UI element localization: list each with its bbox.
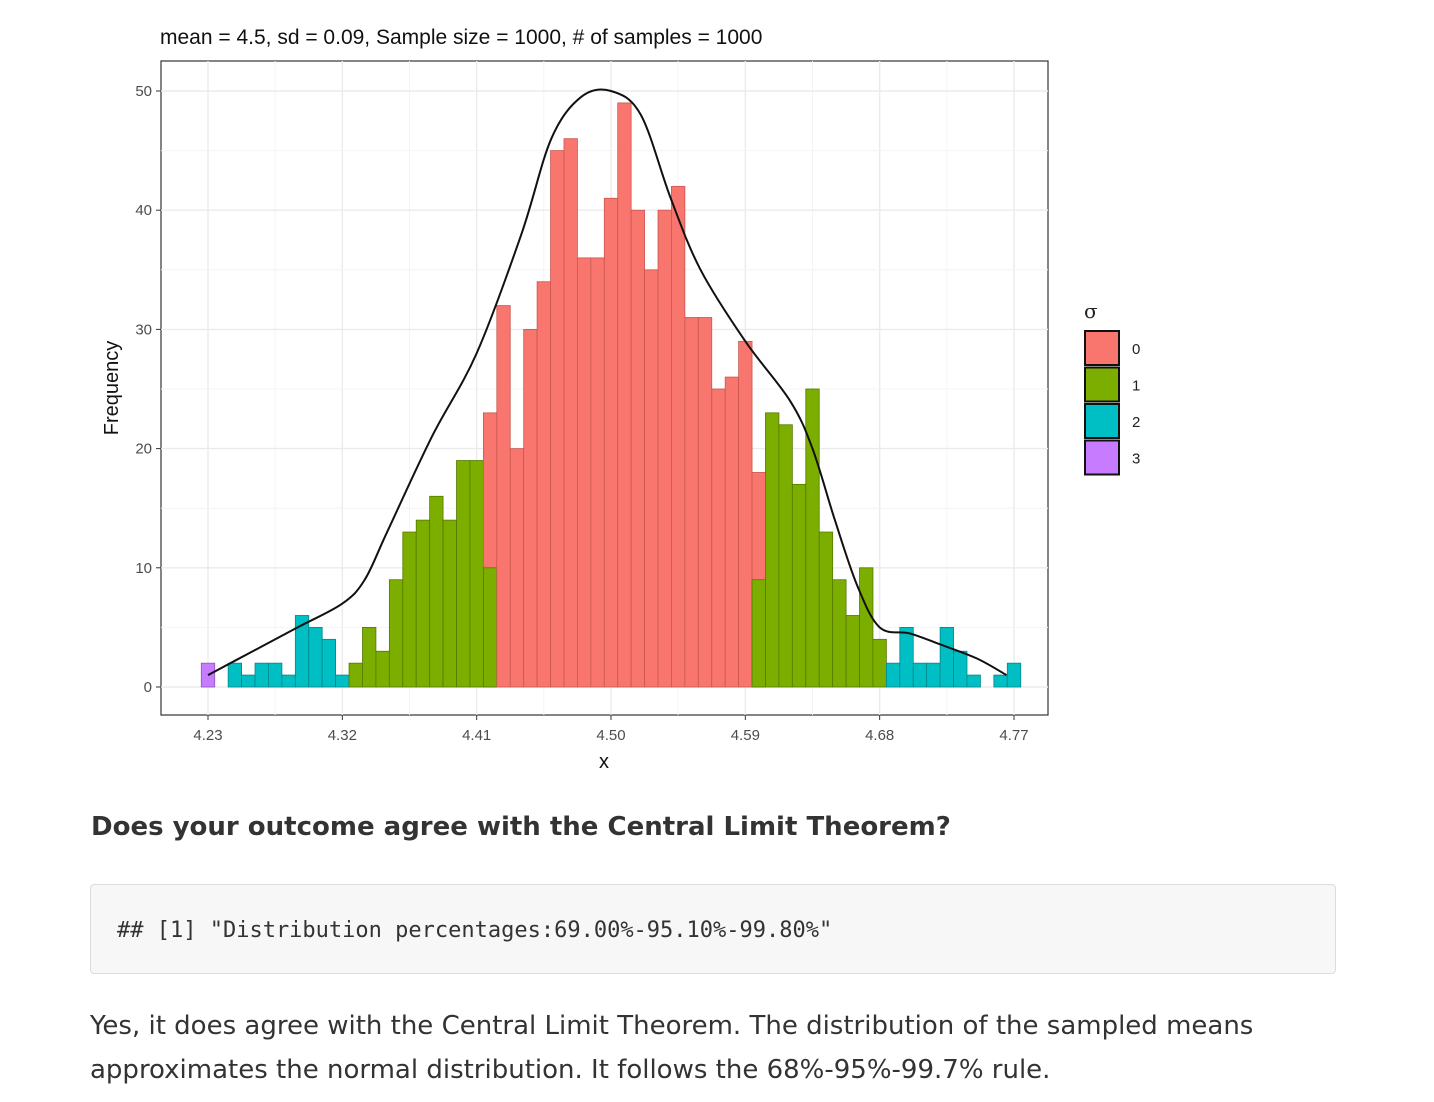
histogram-bar [953, 650, 968, 688]
y-tick-label: 20 [135, 441, 152, 458]
histogram-bar [939, 627, 954, 688]
y-tick-label: 0 [144, 679, 152, 696]
histogram-bars [200, 102, 1022, 688]
histogram-bar [885, 662, 901, 688]
histogram-bar [791, 483, 807, 688]
x-tick-label: 4.50 [596, 727, 625, 744]
histogram-bar [724, 376, 740, 688]
x-tick-label: 4.68 [865, 727, 894, 744]
histogram-bar [442, 519, 457, 688]
chart-title: mean = 4.5, sd = 0.09, Sample size = 100… [160, 26, 762, 49]
histogram-bar [872, 638, 887, 688]
histogram-bar [523, 328, 538, 688]
histogram-bar [429, 495, 444, 688]
histogram-bar [644, 269, 659, 688]
histogram-bar [912, 662, 928, 688]
histogram-bar [536, 281, 551, 688]
y-axis-title: Frequency [101, 341, 123, 436]
x-tick-label: 4.32 [328, 727, 357, 744]
histogram-bar [335, 674, 350, 688]
legend-label: 3 [1132, 451, 1140, 468]
histogram-bar [899, 627, 914, 688]
x-tick-label: 4.41 [462, 727, 491, 744]
histogram-bar [469, 460, 484, 688]
histogram-bar [603, 197, 619, 688]
histogram-bar [577, 257, 592, 688]
legend-label: 0 [1132, 341, 1140, 358]
histogram-bar [362, 627, 377, 688]
histogram-bar [550, 150, 565, 688]
histogram-bar [456, 460, 471, 688]
histogram-bar [765, 412, 780, 688]
histogram-bar [832, 579, 847, 688]
legend-label: 2 [1132, 414, 1140, 431]
histogram-bar [671, 185, 686, 688]
histogram-bar [590, 257, 605, 688]
histogram-chart: mean = 4.5, sd = 0.09, Sample size = 100… [101, 26, 1140, 773]
histogram-bar [818, 531, 834, 688]
histogram-bar [563, 138, 578, 688]
histogram-bar [711, 388, 726, 688]
x-tick-label: 4.23 [193, 727, 222, 744]
x-tick-label: 4.59 [731, 727, 760, 744]
histogram-bar [388, 579, 404, 688]
histogram-bar [321, 638, 337, 688]
y-tick-label: 50 [135, 83, 152, 100]
histogram-bar [845, 615, 860, 688]
histogram-bar [268, 662, 283, 688]
histogram-bar [402, 531, 417, 688]
histogram-bar [926, 662, 941, 688]
histogram-bar [281, 674, 296, 688]
histogram-bar [684, 317, 699, 688]
histogram-bar [1006, 662, 1022, 688]
histogram-bar [254, 662, 269, 688]
y-tick-label: 40 [135, 202, 152, 219]
y-tick-label: 10 [135, 560, 152, 577]
code-output-text: ## [1] "Distribution percentages:69.00%-… [117, 918, 833, 943]
histogram-bar-overlap [482, 567, 498, 688]
histogram-bar [241, 674, 256, 688]
histogram-bar [348, 662, 363, 688]
x-tick-label: 4.77 [999, 727, 1028, 744]
histogram-bar [778, 424, 793, 688]
y-tick-label: 30 [135, 321, 152, 338]
question-heading: Does your outcome agree with the Central… [91, 812, 951, 842]
legend-swatch [1084, 330, 1120, 366]
legend-swatch [1084, 439, 1120, 476]
histogram-bar [859, 567, 874, 688]
histogram-bar [294, 615, 310, 688]
histogram-bar [496, 305, 511, 688]
code-output-block: ## [1] "Distribution percentages:69.00%-… [90, 884, 1336, 974]
x-axis-ticks: 4.23 4.32 4.41 4.50 4.59 4.68 4.77 [193, 715, 1029, 744]
legend-label: 1 [1132, 378, 1140, 395]
histogram-bar [657, 209, 672, 688]
histogram-bar-overlap [751, 579, 766, 688]
histogram-bar [738, 340, 753, 688]
histogram-bar [993, 674, 1008, 688]
histogram-bar [415, 519, 431, 688]
histogram-bar [630, 209, 645, 688]
legend-title: σ [1084, 299, 1098, 323]
histogram-bar [509, 448, 525, 688]
y-axis-ticks: 0 10 20 30 40 50 [135, 83, 161, 696]
legend: σ 0 1 2 3 [1084, 299, 1140, 476]
answer-paragraph: Yes, it does agree with the Central Limi… [90, 1011, 1254, 1085]
legend-swatch [1084, 366, 1120, 403]
histogram-bar [697, 317, 713, 688]
legend-swatch [1084, 403, 1120, 439]
histogram-bar [966, 674, 981, 688]
histogram-bar [617, 102, 632, 688]
histogram-bar [375, 650, 390, 688]
density-curve [207, 88, 1008, 676]
x-axis-title: x [599, 751, 609, 773]
histogram-bar [308, 627, 323, 688]
histogram-bar [227, 662, 242, 688]
